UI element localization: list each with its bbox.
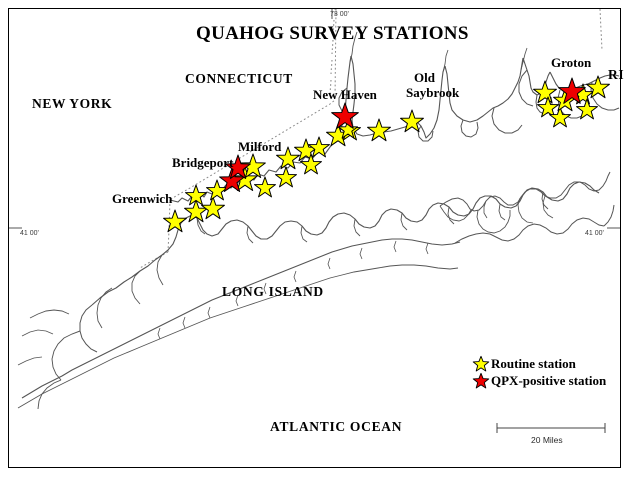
legend-label-qpx: QPX-positive station xyxy=(491,373,607,388)
station-marker-routine[interactable] xyxy=(206,179,228,201)
station-marker-routine[interactable] xyxy=(276,146,300,170)
station-marker-routine[interactable] xyxy=(549,106,571,128)
station-marker-routine[interactable] xyxy=(163,209,187,233)
station-marker-routine[interactable] xyxy=(537,96,559,118)
city-label-groton: Groton xyxy=(551,55,592,70)
state-label-new-york: NEW YORK xyxy=(32,96,113,111)
routine-star-icon xyxy=(472,355,490,372)
city-label-new-haven: New Haven xyxy=(313,87,377,102)
legend-label-routine: Routine station xyxy=(491,356,576,371)
station-marker-qpx[interactable] xyxy=(219,167,245,193)
station-marker-routine[interactable] xyxy=(533,80,557,104)
scale-bar xyxy=(496,423,606,433)
city-label-bridgeport: Bridgeport xyxy=(172,155,234,170)
station-marker-routine[interactable] xyxy=(300,153,322,175)
graticule-ticks xyxy=(9,9,620,229)
station-marker-routine[interactable] xyxy=(184,199,208,223)
station-marker-routine[interactable] xyxy=(586,75,610,99)
legend-item-routine: Routine station xyxy=(472,355,576,373)
state-label-connecticut: CONNECTICUT xyxy=(185,71,293,86)
city-label-old-saybrook-line1: Old xyxy=(414,70,435,85)
scale-bar-label: 20 Miles xyxy=(531,435,563,445)
region-label-long-island: LONG ISLAND xyxy=(222,284,324,299)
station-marker-routine[interactable] xyxy=(576,98,598,120)
station-marker-qpx[interactable] xyxy=(225,154,251,180)
station-marker-routine[interactable] xyxy=(337,119,359,139)
station-marker-routine[interactable] xyxy=(275,166,297,188)
page-title: QUAHOG SURVEY STATIONS xyxy=(196,23,469,44)
city-label-greenwich: Greenwich xyxy=(112,191,173,206)
station-marker-routine[interactable] xyxy=(254,176,276,198)
region-label-atlantic-ocean: ATLANTIC OCEAN xyxy=(270,419,403,434)
long-island-south-shore xyxy=(17,238,461,409)
latitude-label-right: 41 00' xyxy=(585,230,604,237)
station-marker-routine[interactable] xyxy=(232,166,258,192)
station-marker-routine[interactable] xyxy=(367,118,391,142)
legend-item-qpx: QPX-positive station xyxy=(472,372,606,390)
city-label-old-saybrook-line2: Saybrook xyxy=(406,85,460,100)
qpx-star-icon xyxy=(472,372,490,389)
long-island-east-forks xyxy=(439,171,615,244)
inland-rivers xyxy=(349,31,528,73)
station-marker-routine[interactable] xyxy=(308,136,330,158)
station-marker-routine[interactable] xyxy=(185,184,207,206)
western-sound-inlets xyxy=(17,249,169,410)
city-label-milford: Milford xyxy=(238,139,282,154)
station-marker-routine[interactable] xyxy=(201,196,225,220)
state-label-ri: RI xyxy=(608,67,625,82)
station-marker-qpx[interactable] xyxy=(331,102,359,129)
map-border-frame xyxy=(8,8,621,468)
station-markers-layer xyxy=(163,75,610,233)
longitude-label-top: 73 00' xyxy=(330,11,349,18)
station-marker-routine[interactable] xyxy=(400,109,424,133)
latitude-label-left: 41 00' xyxy=(20,230,39,237)
station-marker-routine[interactable] xyxy=(240,153,266,179)
station-marker-qpx[interactable] xyxy=(558,77,586,104)
